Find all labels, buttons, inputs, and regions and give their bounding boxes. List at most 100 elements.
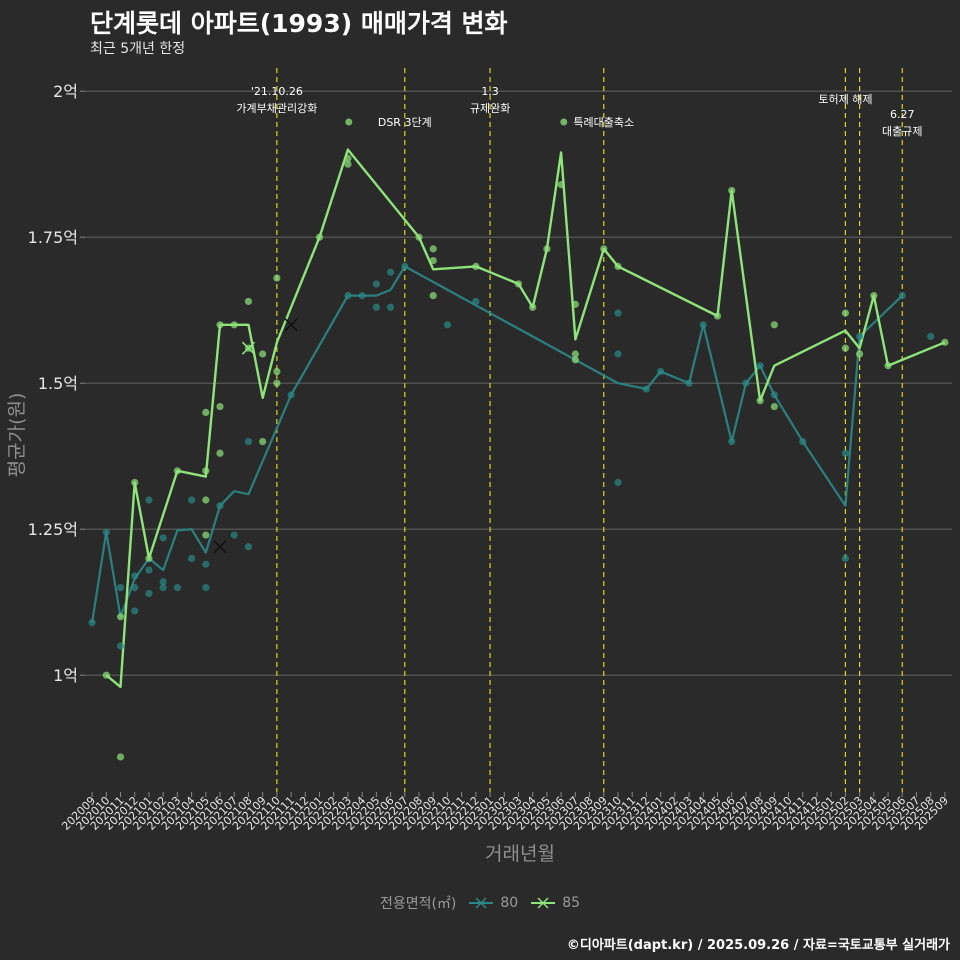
data-point-85 — [216, 321, 224, 329]
data-point-85 — [202, 496, 210, 504]
legend-item-80: 80 — [468, 895, 518, 911]
data-point-85 — [870, 292, 878, 300]
chart-subtitle: 최근 5개년 한정 — [90, 41, 186, 57]
data-point-85 — [600, 245, 608, 253]
data-point-80 — [742, 379, 750, 387]
data-point-85 — [344, 154, 352, 162]
data-point-80 — [756, 362, 764, 370]
data-point-85 — [756, 397, 764, 405]
data-point-80 — [642, 385, 651, 393]
x-axis-title: 거래년월 — [485, 843, 555, 865]
data-point-85 — [713, 312, 722, 320]
legend-label-80: 80 — [500, 895, 519, 911]
data-point-85 — [770, 402, 778, 411]
data-point-80 — [202, 560, 210, 568]
chart-title: 단계롯데 아파트(1993) 매매가격 변화 — [90, 9, 508, 38]
data-point-80 — [728, 438, 736, 446]
event-label: 가계부채관리강화 — [236, 102, 317, 115]
data-point-80 — [159, 584, 167, 592]
data-point-80 — [244, 438, 253, 446]
data-point-80 — [614, 350, 622, 358]
data-point-85 — [116, 613, 125, 621]
data-point-85 — [841, 344, 850, 352]
data-point-85 — [841, 309, 850, 317]
data-point-80 — [116, 584, 125, 592]
data-point-85 — [173, 467, 181, 475]
data-point-85 — [429, 256, 437, 265]
data-point-85 — [273, 274, 281, 282]
data-point-80 — [145, 566, 153, 574]
data-point-85 — [259, 438, 267, 446]
data-point-85 — [230, 321, 238, 329]
data-point-85 — [614, 262, 622, 270]
data-point-85 — [116, 753, 125, 761]
data-point-80 — [841, 449, 850, 457]
data-point-80 — [131, 607, 139, 615]
event-label: 토허제 해제 — [818, 92, 872, 106]
data-point-80 — [216, 502, 224, 510]
data-point-85 — [429, 292, 437, 300]
event-label: 특례대출축소 — [573, 116, 634, 129]
data-point-85 — [884, 362, 892, 370]
legend-swatch-80 — [469, 897, 494, 909]
data-point-85 — [571, 300, 579, 308]
data-point-80 — [386, 303, 395, 311]
data-point-85 — [145, 554, 153, 563]
data-point-80 — [159, 534, 167, 542]
axis-layer: 1억1.25억1.5억1.75억2억2020092020102020112020… — [28, 82, 951, 833]
data-point-85 — [571, 356, 579, 364]
data-point-85 — [202, 467, 210, 475]
data-point-80 — [770, 391, 778, 399]
data-point-80 — [443, 321, 452, 329]
data-point-85 — [415, 233, 423, 241]
cross-marker-85 — [241, 341, 256, 355]
data-point-80 — [116, 642, 125, 650]
data-point-80 — [699, 321, 707, 329]
data-point-85 — [273, 367, 281, 376]
data-point-85 — [202, 408, 210, 416]
data-point-80 — [799, 438, 807, 446]
data-point-80 — [344, 292, 352, 300]
data-point-85 — [244, 297, 253, 306]
event-label: 6.27 — [890, 108, 915, 121]
data-point-80 — [685, 379, 693, 387]
legend-title: 전용면적(㎡) — [379, 896, 457, 912]
data-point-80 — [145, 589, 153, 598]
data-point-80 — [102, 528, 110, 536]
marker-layer — [213, 318, 298, 554]
cross-stroke — [284, 318, 298, 332]
data-point-80 — [131, 584, 139, 592]
data-point-80 — [244, 543, 253, 551]
data-point-80 — [173, 584, 181, 592]
data-point-80 — [472, 297, 480, 306]
event-label: '21.10.26 — [251, 85, 303, 98]
data-point-85 — [344, 160, 352, 168]
event-marker-dot — [560, 118, 568, 126]
data-point-80 — [131, 572, 139, 580]
event-marker-dot — [345, 118, 353, 126]
data-point-80 — [856, 332, 864, 341]
y-tick-label: 1.25억 — [28, 520, 78, 539]
data-point-85 — [315, 233, 324, 241]
data-point-85 — [770, 321, 778, 329]
data-point-85 — [202, 531, 210, 539]
data-point-80 — [898, 292, 906, 300]
data-point-85 — [259, 350, 267, 358]
event-label: DSR 3단계 — [378, 116, 432, 129]
data-point-80 — [614, 478, 622, 487]
data-point-85 — [557, 181, 565, 189]
data-point-80 — [927, 332, 935, 341]
source-caption: ©디아파트(dapt.kr) / 2025.09.26 / 자료=국토교통부 실… — [566, 938, 950, 953]
data-point-85 — [941, 338, 949, 346]
point-layer — [88, 154, 949, 761]
data-point-80 — [145, 496, 153, 504]
data-point-85 — [273, 379, 281, 387]
data-point-85 — [514, 280, 523, 288]
y-tick-label: 1.5억 — [38, 374, 78, 393]
data-point-80 — [287, 391, 295, 399]
data-point-85 — [472, 262, 480, 270]
series-line-85 — [105, 148, 946, 689]
data-point-80 — [372, 303, 380, 311]
data-point-85 — [543, 245, 551, 253]
